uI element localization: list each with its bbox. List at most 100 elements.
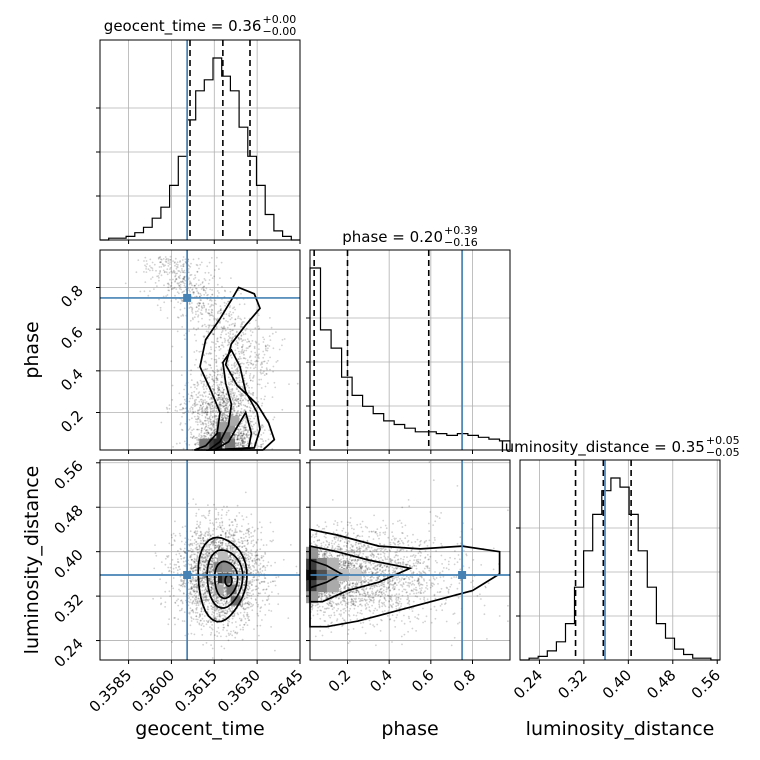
sample-point [143, 260, 145, 262]
sample-point [238, 303, 241, 306]
sample-point [227, 364, 230, 367]
sample-point [205, 642, 208, 644]
sample-point [217, 513, 220, 516]
sample-point [249, 556, 252, 559]
sample-point [255, 541, 258, 543]
sample-point [210, 560, 213, 562]
sample-point [235, 397, 237, 399]
sample-point [184, 582, 187, 585]
sample-point [252, 570, 255, 572]
sample-point [264, 569, 267, 571]
sample-point [200, 309, 203, 311]
sample-point [159, 269, 162, 272]
sample-point [218, 404, 220, 407]
sample-point [229, 333, 232, 335]
sample-point [237, 402, 240, 404]
sample-point [235, 551, 238, 554]
sample-point [232, 409, 235, 412]
sample-point [209, 288, 212, 291]
sample-point [251, 445, 253, 448]
sample-point [211, 608, 214, 611]
sample-point [178, 532, 181, 535]
sample-point [212, 430, 215, 433]
sample-point [245, 621, 247, 624]
sample-point [200, 533, 203, 535]
sample-point [204, 271, 207, 274]
sample-point [160, 261, 163, 263]
sample-point [221, 602, 224, 605]
sample-point [160, 258, 163, 261]
sample-point [235, 515, 238, 517]
sample-point [207, 504, 209, 506]
sample-point [176, 572, 179, 575]
sample-point [155, 554, 158, 557]
sample-point [211, 378, 214, 380]
sample-point [233, 324, 236, 327]
sample-point [252, 431, 255, 433]
sample-point [218, 398, 221, 401]
sample-point [227, 320, 229, 323]
sample-point [188, 303, 191, 305]
sample-point [197, 526, 200, 528]
sample-point [268, 429, 271, 431]
sample-point [241, 515, 244, 517]
sample-point [181, 313, 184, 316]
sample-point [245, 428, 248, 431]
sample-point [242, 333, 245, 336]
sample-point [260, 387, 263, 389]
sample-point [236, 377, 239, 380]
sample-point [183, 402, 186, 405]
sample-point [250, 542, 253, 544]
sample-point [242, 440, 245, 443]
sample-point [213, 634, 216, 636]
sample-point [219, 368, 222, 371]
sample-point [262, 356, 265, 359]
sample-point [247, 442, 249, 445]
sample-point [239, 443, 242, 446]
sample-point [228, 314, 230, 317]
sample-point [195, 576, 197, 579]
sample-point [250, 425, 253, 427]
sample-point [177, 264, 179, 266]
sample-point [246, 429, 249, 432]
sample-point [193, 542, 196, 545]
sample-point [231, 607, 233, 610]
sample-point [212, 333, 215, 336]
sample-point [245, 370, 248, 373]
sample-point [203, 583, 206, 586]
sample-point [176, 569, 179, 572]
sample-point [189, 286, 192, 289]
sample-point [220, 384, 223, 386]
sample-point [257, 445, 260, 448]
sample-point [208, 602, 211, 605]
sample-point [183, 580, 185, 583]
sample-point [201, 634, 204, 636]
sample-point [268, 609, 270, 612]
sample-point [235, 525, 238, 528]
sample-point [195, 313, 197, 316]
sample-point [221, 418, 224, 420]
sample-point [252, 535, 255, 537]
sample-point [218, 357, 220, 360]
sample-point [239, 402, 242, 405]
sample-point [164, 270, 166, 273]
sample-point [183, 334, 186, 337]
sample-point [248, 386, 251, 389]
sample-point [222, 401, 225, 404]
sample-point [147, 294, 150, 297]
sample-point [210, 367, 213, 369]
sample-point [209, 364, 212, 367]
sample-point [232, 333, 235, 336]
sample-point [200, 628, 203, 631]
sample-point [196, 621, 199, 623]
sample-point [223, 615, 226, 617]
sample-point [224, 404, 227, 406]
sample-point [195, 328, 198, 331]
sample-point [224, 409, 227, 412]
sample-point [176, 272, 179, 275]
sample-point [205, 597, 208, 599]
sample-point [230, 534, 233, 536]
sample-point [193, 435, 195, 438]
sample-point [191, 549, 194, 551]
sample-point [199, 437, 202, 439]
